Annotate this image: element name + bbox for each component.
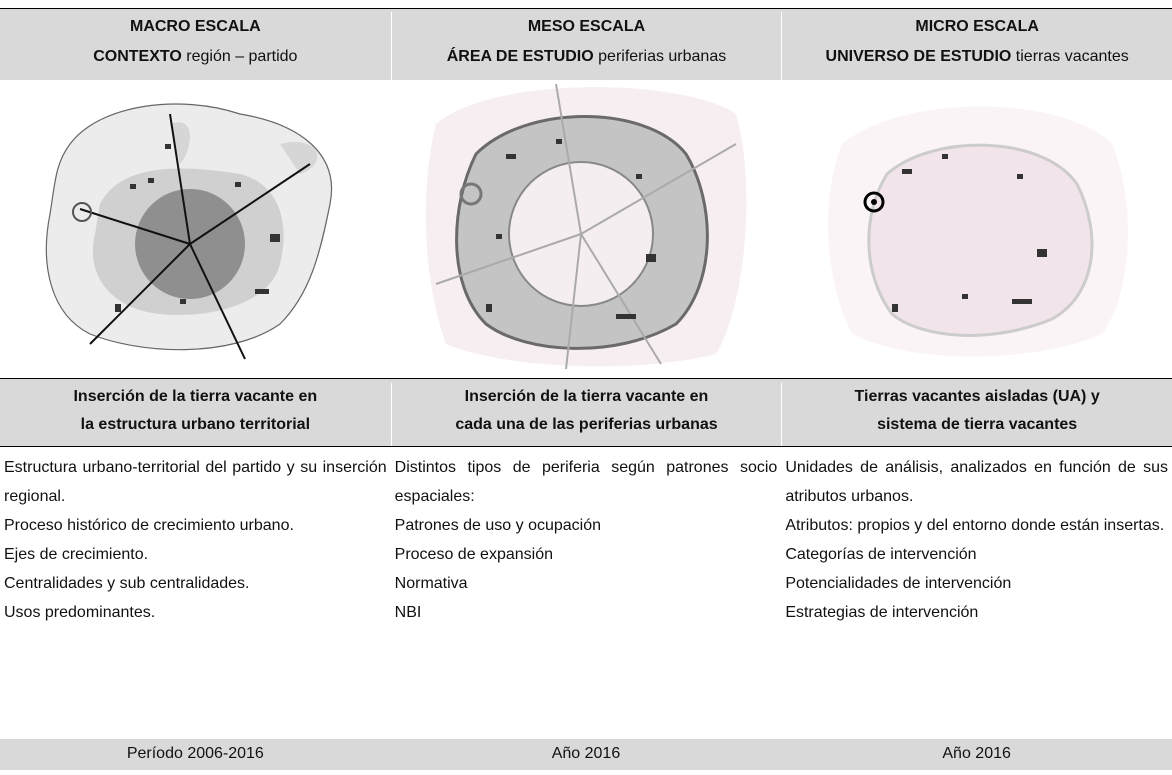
subheader-cell: Inserción de la tierra vacante en cada un…	[390, 383, 782, 446]
body-item: Ejes de crecimiento.	[4, 546, 149, 563]
focus-detail: tierras vacantes	[1015, 48, 1129, 65]
body-row: Estructura urbano-territorial del partid…	[0, 446, 1172, 738]
body-item: Normativa	[394, 575, 468, 592]
diagram	[46, 103, 333, 360]
body-cell: Unidades de análisis, analizados en func…	[781, 453, 1172, 738]
scale-title: MESO ESCALA	[527, 18, 646, 35]
diagram	[425, 84, 747, 370]
body-item: Proceso de expansión	[394, 546, 553, 563]
footer-cell: Año 2016	[551, 745, 621, 762]
header-cell: MICRO ESCALA UNIVERSO DE ESTUDIO tierras …	[781, 12, 1172, 80]
body-item: Centralidades y sub centralidades.	[4, 575, 250, 592]
focus-title: UNIVERSO DE ESTUDIO	[825, 48, 1012, 65]
micro-diagram	[781, 80, 1172, 378]
meso-diagram	[391, 80, 782, 378]
focus-title: CONTEXTO	[93, 48, 182, 65]
subheader-cell: Tierras vacantes aisladas (UA) y sistema …	[781, 383, 1172, 446]
focus-detail: periferias urbanas	[598, 48, 727, 65]
footer-cell: Período 2006-2016	[126, 745, 264, 762]
footer-row: Período 2006-2016 Año 2016 Año 2016	[0, 738, 1172, 770]
page: MACRO ESCALA CONTEXTO región – partido MES…	[0, 8, 1172, 775]
subheader-line: Tierras vacantes aisladas (UA) y	[854, 388, 1100, 405]
header-row: MACRO ESCALA CONTEXTO región – partido MES…	[0, 8, 1172, 80]
subheader-cell: Inserción de la tierra vacante en la estr…	[0, 383, 391, 446]
body-item: Unidades de análisis, analizados en func…	[785, 459, 1168, 505]
body-item: Proceso histórico de crecimiento urbano.	[4, 517, 294, 534]
body-item: Estrategias de intervención	[785, 604, 979, 621]
focus-title: ÁREA DE ESTUDIO	[446, 48, 594, 65]
body-item: Atributos: propios y del entorno donde e…	[785, 517, 1165, 534]
header-cell: MESO ESCALA ÁREA DE ESTUDIO periferias ur…	[390, 12, 782, 80]
scale-title: MICRO ESCALA	[915, 18, 1039, 35]
footer-cell: Año 2016	[942, 745, 1011, 762]
subheader-row: Inserción de la tierra vacante en la estr…	[0, 378, 1172, 446]
body-item: NBI	[394, 604, 422, 621]
body-cell: Distintos tipos de periferia según patro…	[391, 453, 782, 738]
diagram-row	[0, 80, 1172, 378]
body-item: Estructura urbano-territorial del partid…	[4, 459, 387, 505]
body-cell: Estructura urbano-territorial del partid…	[0, 453, 391, 738]
header-cell: MACRO ESCALA CONTEXTO región – partido	[0, 12, 391, 80]
body-item: Distintos tipos de periferia según patro…	[394, 459, 778, 505]
scale-title: MACRO ESCALA	[129, 18, 261, 35]
body-item: Patrones de uso y ocupación	[394, 517, 602, 534]
subheader-line: cada una de las periferias urbanas	[455, 416, 718, 433]
subheader-line: Inserción de la tierra vacante en	[464, 388, 709, 405]
diagram	[827, 106, 1128, 357]
subheader-line: Inserción de la tierra vacante en	[73, 388, 318, 405]
macro-diagram	[0, 80, 391, 378]
focus-detail: región – partido	[186, 48, 298, 65]
body-item: Usos predominantes.	[4, 604, 156, 621]
subheader-line: sistema de tierra vacantes	[877, 416, 1078, 433]
body-item: Categorías de intervención	[785, 546, 977, 563]
body-item: Potencialidades de intervención	[785, 575, 1012, 592]
subheader-line: la estructura urbano territorial	[80, 416, 311, 433]
